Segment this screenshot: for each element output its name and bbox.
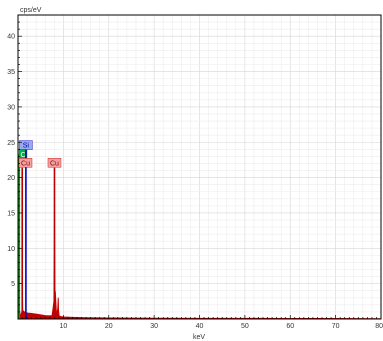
marker-label-cu: Cu [21, 160, 30, 167]
x-tick-label: 40 [196, 323, 204, 330]
y-tick-label: 35 [7, 69, 15, 76]
y-tick-label: 30 [7, 104, 15, 111]
axes: 5 10 15 20 25 30 35 40 10 20 30 40 50 60 70 80 [7, 14, 383, 330]
x-tick-label: 60 [286, 323, 294, 330]
element-markers: C Si Cu Cu [18, 140, 62, 319]
marker-label-c: C [20, 152, 25, 159]
y-axis-label: cps/eV [20, 7, 42, 14]
x-tick-label: 70 [332, 323, 340, 330]
y-tick-label: 25 [7, 140, 15, 147]
x-axis-label: keV [193, 334, 205, 341]
marker-label-box [19, 140, 33, 150]
y-tick-label: 20 [7, 175, 15, 182]
x-tick-label: 20 [105, 323, 113, 330]
x-tick-label: 80 [375, 323, 383, 330]
y-tick-label: 10 [7, 246, 15, 253]
x-tick-label: 50 [241, 323, 249, 330]
marker-label-box [18, 158, 33, 168]
y-tick-label: 5 [11, 281, 15, 288]
x-tick-label: 10 [59, 323, 67, 330]
y-tick-label: 15 [7, 210, 15, 217]
grid [18, 15, 381, 319]
y-tick-label: 40 [7, 34, 15, 41]
marker-label-si: Si [23, 143, 30, 150]
marker-label-cu: Cu [50, 160, 59, 167]
marker-label-box [47, 158, 62, 168]
x-tick-label: 30 [150, 323, 158, 330]
